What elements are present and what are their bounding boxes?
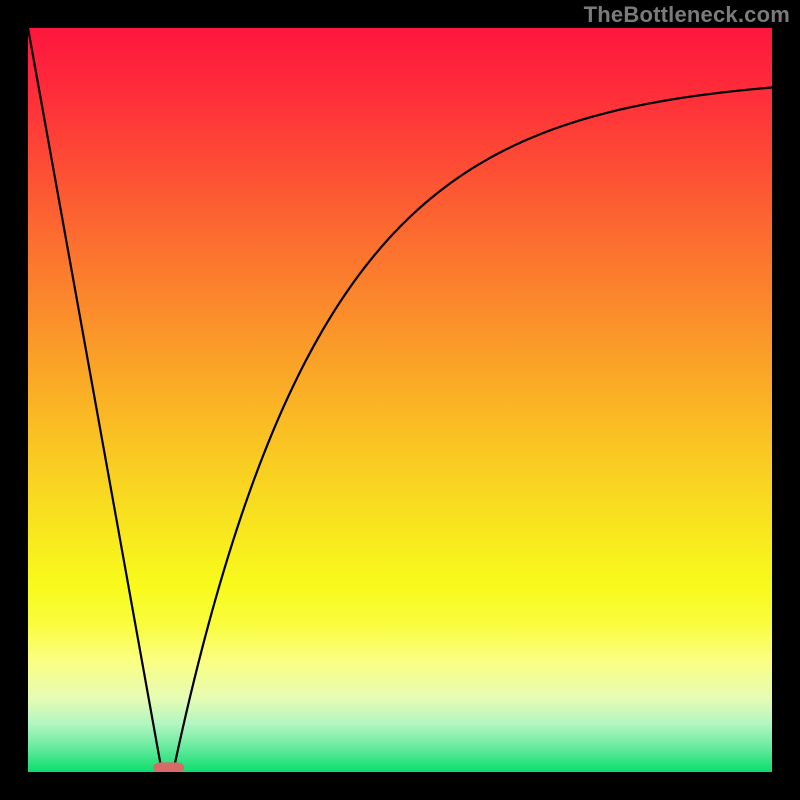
chart-svg xyxy=(28,28,772,772)
notch-marker xyxy=(153,762,184,772)
gradient-background xyxy=(28,28,772,772)
watermark-text: TheBottleneck.com xyxy=(584,2,790,28)
figure-root: { "watermark": { "text": "TheBottleneck.… xyxy=(0,0,800,800)
plot-area xyxy=(28,28,772,772)
